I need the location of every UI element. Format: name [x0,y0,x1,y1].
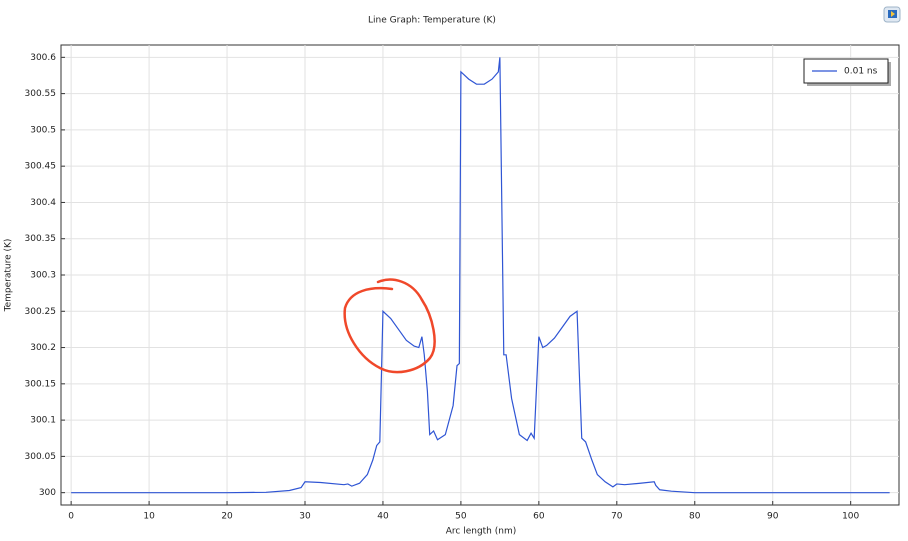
legend-box [803,58,889,84]
y-tick-label: 300.15 [25,379,57,389]
y-tick-label: 300.5 [30,125,56,135]
x-tick-label: 70 [611,512,623,522]
x-tick-label: 40 [377,512,389,522]
y-tick-label: 300.4 [30,198,56,208]
y-tick-label: 300.1 [30,416,56,426]
annotation-circle [343,278,436,374]
x-axis-label: Arc length (nm) [446,527,517,537]
y-tick-label: 300.2 [30,343,56,353]
y-tick-label: 300.55 [25,89,57,99]
x-tick-label: 90 [767,512,779,522]
x-tick-label: 80 [689,512,701,522]
legend-label: 0.01 ns [844,67,878,77]
icon-arrow [891,11,895,17]
y-tick-label: 300 [39,488,56,498]
data-line [71,57,890,494]
chart-title: Line Graph: Temperature (K) [368,16,496,26]
x-tick-label: 0 [68,512,74,522]
y-tick-label: 300.6 [30,53,56,63]
plot [71,57,890,494]
y-tick-label: 300.45 [25,162,57,172]
y-tick-label: 300.35 [25,234,57,244]
x-tick-label: 30 [299,512,311,522]
y-axis-label: Temperature (K) [4,239,14,313]
x-tick-label: 60 [533,512,545,522]
x-tick-label: 20 [221,512,233,522]
legend: 0.01 ns [803,58,891,86]
y-tick-label: 300.25 [25,307,57,317]
x-tick-label: 10 [143,512,155,522]
y-tick-label: 300.05 [25,452,57,462]
x-tick-label: 50 [455,512,467,522]
x-tick-label: 100 [842,512,859,522]
y-tick-label: 300.3 [30,271,56,281]
toolbar-icon[interactable] [883,6,901,23]
